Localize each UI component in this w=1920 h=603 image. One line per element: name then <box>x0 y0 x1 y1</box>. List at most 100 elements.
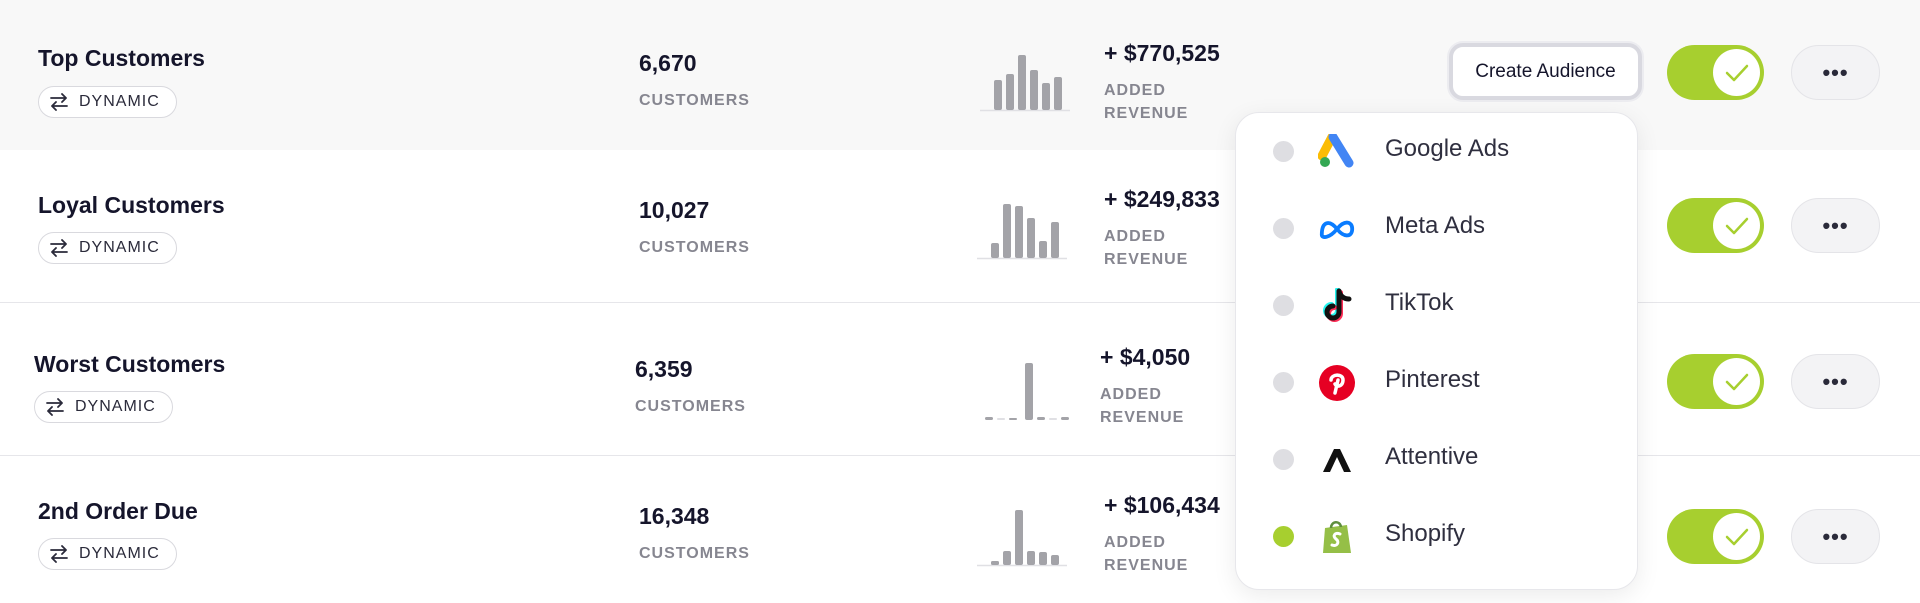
selection-dot[interactable] <box>1273 141 1294 162</box>
added-revenue-value: + $770,525 <box>1104 40 1220 66</box>
spark-bar <box>1003 551 1011 565</box>
dynamic-badge: DYNAMIC <box>38 538 177 570</box>
menu-item-meta-ads[interactable]: Meta Ads <box>1236 190 1639 267</box>
spark-bar <box>985 417 993 420</box>
customer-count: 16,348 <box>639 503 710 529</box>
dynamic-badge: DYNAMIC <box>34 391 173 423</box>
customer-count-label: CUSTOMERS <box>639 92 750 109</box>
spark-bar <box>1027 551 1035 565</box>
segment-toggle[interactable] <box>1667 198 1764 253</box>
toggle-knob <box>1713 358 1760 405</box>
revenue-label-line: REVENUE <box>1100 409 1185 426</box>
revenue-sparkline <box>980 55 1070 112</box>
selection-dot[interactable] <box>1273 449 1294 470</box>
menu-item-shopify[interactable]: Shopify <box>1236 498 1639 575</box>
added-revenue-label: ADDED REVENUE <box>1104 79 1188 125</box>
toggle-knob <box>1713 49 1760 96</box>
spark-bar <box>1030 70 1038 110</box>
added-label-line: ADDED <box>1104 534 1166 551</box>
revenue-sparkline <box>985 363 1069 420</box>
added-revenue-value: + $249,833 <box>1104 186 1220 212</box>
customer-count: 6,670 <box>639 50 697 76</box>
menu-item-label: TikTok <box>1385 289 1454 316</box>
spark-bar <box>1015 206 1023 258</box>
dynamic-badge: DYNAMIC <box>38 86 177 118</box>
spark-bar <box>991 243 999 258</box>
menu-item-attentive[interactable]: Attentive <box>1236 421 1639 498</box>
added-label-line: ADDED <box>1104 228 1166 245</box>
more-options-button[interactable]: ••• <box>1791 509 1880 564</box>
dynamic-badge: DYNAMIC <box>38 232 177 264</box>
meta-icon <box>1318 210 1356 248</box>
menu-item-label: Meta Ads <box>1385 212 1486 239</box>
check-icon <box>1725 373 1748 390</box>
create-audience-button[interactable]: Create Audience <box>1449 43 1642 100</box>
spark-bar <box>1006 74 1014 110</box>
google-ads-icon <box>1318 133 1356 171</box>
revenue-label-line: REVENUE <box>1104 105 1189 122</box>
toggle-knob <box>1713 513 1760 560</box>
badge-label: DYNAMIC <box>79 93 160 110</box>
revenue-sparkline <box>977 510 1067 567</box>
tiktok-icon <box>1318 287 1356 325</box>
spark-bar <box>1015 510 1023 565</box>
segment-name: 2nd Order Due <box>38 498 198 524</box>
swap-arrows-icon <box>50 239 68 257</box>
menu-item-label: Attentive <box>1385 443 1479 470</box>
revenue-label-line: REVENUE <box>1104 251 1189 268</box>
spark-bar <box>1018 55 1026 110</box>
spark-bar <box>1042 83 1050 110</box>
badge-label: DYNAMIC <box>79 239 160 256</box>
more-options-button[interactable]: ••• <box>1791 198 1880 253</box>
segment-toggle[interactable] <box>1667 509 1764 564</box>
added-revenue-label: ADDED REVENUE <box>1104 225 1188 271</box>
spark-bar <box>997 418 1005 420</box>
spark-bar <box>1003 204 1011 258</box>
swap-arrows-icon <box>50 545 68 563</box>
menu-item-label: Pinterest <box>1385 366 1480 393</box>
spark-bar <box>1049 418 1057 420</box>
customer-count-label: CUSTOMERS <box>635 398 746 415</box>
segment-name: Worst Customers <box>34 351 226 377</box>
shopify-icon <box>1318 518 1356 556</box>
check-icon <box>1725 64 1748 81</box>
revenue-sparkline <box>977 204 1067 260</box>
added-revenue-value: + $4,050 <box>1100 344 1191 370</box>
spark-bar <box>1039 241 1047 258</box>
spark-bar <box>1051 222 1059 258</box>
check-icon <box>1725 528 1748 545</box>
added-label-line: ADDED <box>1100 386 1162 403</box>
swap-arrows-icon <box>46 398 64 416</box>
added-revenue-value: + $106,434 <box>1104 492 1220 518</box>
spark-bar <box>1037 417 1045 420</box>
segment-row-top-customers[interactable]: Top Customers DYNAMIC 6,670 CUSTOMERS + … <box>0 0 1920 153</box>
added-revenue-label: ADDED REVENUE <box>1100 383 1184 429</box>
more-options-button[interactable]: ••• <box>1791 354 1880 409</box>
customer-count-label: CUSTOMERS <box>639 545 750 562</box>
spark-bar <box>1027 218 1035 258</box>
customer-count-label: CUSTOMERS <box>639 239 750 256</box>
menu-item-google-ads[interactable]: Google Ads <box>1236 113 1639 190</box>
selection-dot[interactable] <box>1273 526 1294 547</box>
badge-label: DYNAMIC <box>79 545 160 562</box>
toggle-knob <box>1713 202 1760 249</box>
spark-bar <box>1009 418 1017 420</box>
segment-toggle[interactable] <box>1667 45 1764 100</box>
selection-dot[interactable] <box>1273 295 1294 316</box>
menu-item-label: Shopify <box>1385 520 1466 547</box>
spark-bar <box>1025 363 1033 420</box>
swap-arrows-icon <box>50 93 68 111</box>
audience-destination-menu: Google Ads Meta Ads TikTok Pi <box>1235 112 1638 590</box>
pinterest-icon <box>1318 364 1356 402</box>
spark-bar <box>1054 77 1062 110</box>
spark-bar <box>991 561 999 565</box>
menu-item-tiktok[interactable]: TikTok <box>1236 267 1639 344</box>
segment-toggle[interactable] <box>1667 354 1764 409</box>
segment-name: Loyal Customers <box>38 192 225 218</box>
selection-dot[interactable] <box>1273 218 1294 239</box>
more-options-button[interactable]: ••• <box>1791 45 1880 100</box>
badge-label: DYNAMIC <box>75 398 156 415</box>
menu-item-pinterest[interactable]: Pinterest <box>1236 344 1639 421</box>
attentive-icon <box>1318 441 1356 479</box>
selection-dot[interactable] <box>1273 372 1294 393</box>
